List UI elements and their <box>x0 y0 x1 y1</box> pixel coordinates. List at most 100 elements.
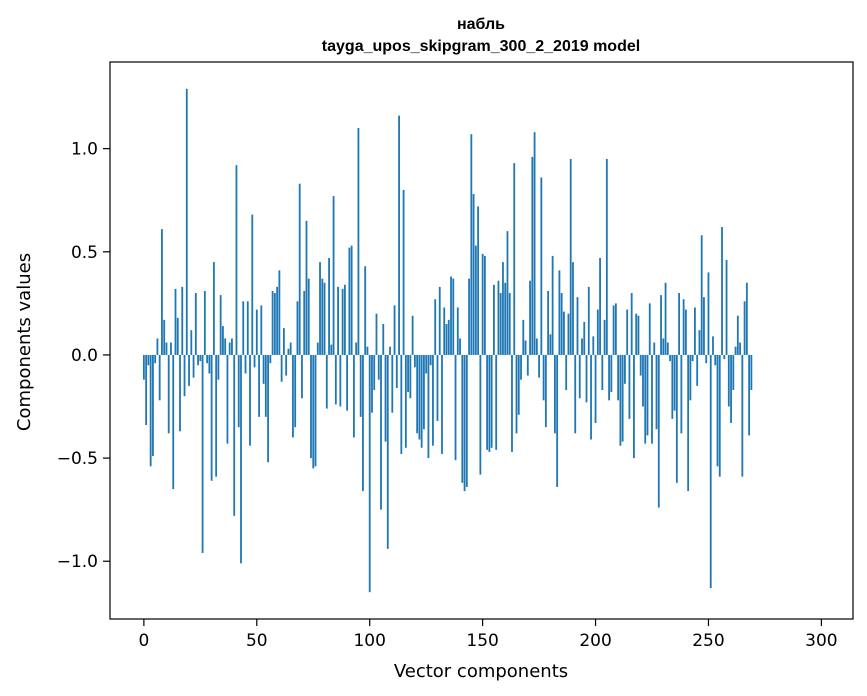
bar-50 <box>255 309 258 355</box>
bar-17 <box>181 286 184 355</box>
bar-221 <box>642 354 644 407</box>
x-tick-label: 0 <box>138 631 149 651</box>
bar-93 <box>353 354 355 438</box>
bar-13 <box>172 354 175 490</box>
bar-258 <box>725 260 728 355</box>
bar-241 <box>687 354 690 492</box>
bar-172 <box>531 156 534 355</box>
bar-186 <box>563 311 565 355</box>
bar-106 <box>382 324 385 355</box>
bar-23 <box>194 293 197 355</box>
bar-92 <box>350 245 353 355</box>
bar-219 <box>637 315 640 355</box>
bar-166 <box>517 354 520 415</box>
bar-62 <box>282 328 285 355</box>
bar-248 <box>703 297 705 355</box>
bar-66 <box>292 354 294 438</box>
bar-188 <box>567 313 570 355</box>
bar-207 <box>610 354 613 393</box>
bar-14 <box>174 288 177 355</box>
bar-105 <box>380 354 382 510</box>
bar-185 <box>560 293 563 355</box>
bar-69 <box>298 183 301 355</box>
bar-59 <box>276 286 279 355</box>
bar-85 <box>334 354 337 405</box>
bar-2 <box>147 354 150 366</box>
bar-98 <box>364 266 367 355</box>
bar-30 <box>210 354 213 481</box>
bar-196 <box>585 354 588 403</box>
bar-259 <box>727 354 730 407</box>
bar-21 <box>190 330 193 355</box>
bar-266 <box>743 301 746 355</box>
bar-8 <box>161 229 163 355</box>
bar-58 <box>273 293 276 355</box>
bar-237 <box>678 293 681 355</box>
bar-79 <box>321 278 324 355</box>
bar-65 <box>289 342 292 355</box>
bar-72 <box>305 220 308 355</box>
bar-262 <box>734 346 737 355</box>
y-tick-label: 0.0 <box>71 346 98 366</box>
bar-49 <box>253 354 256 368</box>
bar-201 <box>596 309 599 355</box>
bar-0 <box>142 354 145 380</box>
bar-102 <box>373 354 376 391</box>
y-tick-label: 1.0 <box>71 140 98 160</box>
bar-52 <box>260 305 263 355</box>
bar-153 <box>488 354 491 452</box>
bar-104 <box>377 354 380 380</box>
bar-220 <box>639 354 642 376</box>
bar-67 <box>294 354 297 428</box>
bar-171 <box>529 280 531 355</box>
bar-162 <box>508 293 511 355</box>
bar-56 <box>269 354 272 364</box>
bar-168 <box>522 319 525 355</box>
bar-233 <box>669 354 671 362</box>
bar-165 <box>515 354 518 434</box>
bar-154 <box>490 354 493 448</box>
bar-19 <box>185 88 188 355</box>
bar-225 <box>651 354 653 444</box>
bar-61 <box>280 354 283 382</box>
bar-142 <box>463 354 466 492</box>
bar-203 <box>601 354 604 391</box>
bar-135 <box>447 319 450 355</box>
bar-263 <box>736 315 739 355</box>
bar-54 <box>264 354 267 417</box>
bar-198 <box>590 354 592 440</box>
bar-227 <box>655 354 658 430</box>
bar-119 <box>411 315 414 355</box>
bar-114 <box>400 354 403 454</box>
bar-173 <box>533 132 536 355</box>
bar-204 <box>603 319 606 355</box>
bar-132 <box>441 354 443 454</box>
bar-212 <box>621 354 624 442</box>
bar-133 <box>443 307 446 355</box>
bar-91 <box>348 247 351 355</box>
bar-130 <box>436 354 439 421</box>
bar-267 <box>745 282 748 355</box>
bar-18 <box>183 354 186 397</box>
bar-223 <box>646 354 649 436</box>
bar-249 <box>705 354 708 364</box>
bar-257 <box>723 354 726 360</box>
bar-218 <box>635 313 638 355</box>
x-axis-ticks: 0 50 100 150 200 250 300 <box>138 619 838 651</box>
bar-53 <box>262 354 265 384</box>
bar-38 <box>228 342 231 355</box>
bar-193 <box>578 354 581 399</box>
bar-179 <box>547 290 550 355</box>
bar-113 <box>398 115 400 355</box>
bar-145 <box>470 134 473 355</box>
bar-3 <box>149 354 152 467</box>
bar-184 <box>558 270 561 355</box>
bar-20 <box>188 354 190 386</box>
bar-32 <box>215 354 218 477</box>
bar-169 <box>524 340 527 355</box>
bar-269 <box>750 354 753 391</box>
bar-82 <box>328 257 330 355</box>
bar-195 <box>583 321 586 355</box>
bar-9 <box>163 319 166 355</box>
